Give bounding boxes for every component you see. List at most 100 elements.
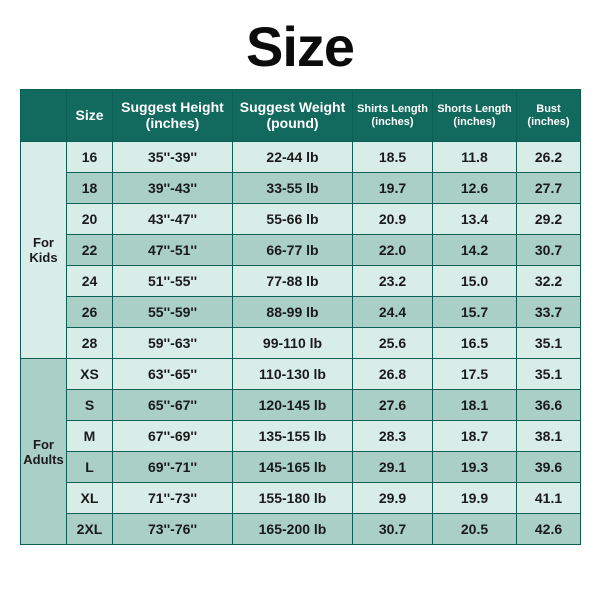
cell-size: S: [67, 390, 113, 421]
table-row: L69''-71''145-165 lb29.119.339.6: [21, 452, 581, 483]
cell-size: 16: [67, 142, 113, 173]
table-row: XL71''-73''155-180 lb29.919.941.1: [21, 483, 581, 514]
header-shorts: Shorts Length (inches): [433, 90, 517, 142]
table-row: 2451''-55''77-88 lb23.215.032.2: [21, 266, 581, 297]
cell-short: 20.5: [433, 514, 517, 545]
cell-bust: 33.7: [517, 297, 581, 328]
cell-short: 14.2: [433, 235, 517, 266]
cell-shirt: 22.0: [353, 235, 433, 266]
header-sub: (pound): [235, 116, 350, 131]
cell-shirt: 28.3: [353, 421, 433, 452]
cell-height: 47''-51'': [113, 235, 233, 266]
cell-shirt: 29.1: [353, 452, 433, 483]
cell-height: 55''-59'': [113, 297, 233, 328]
cell-bust: 30.7: [517, 235, 581, 266]
cell-height: 43''-47'': [113, 204, 233, 235]
cell-size: 20: [67, 204, 113, 235]
cell-size: 26: [67, 297, 113, 328]
cell-size: M: [67, 421, 113, 452]
cell-short: 17.5: [433, 359, 517, 390]
table-row: 2247''-51''66-77 lb22.014.230.7: [21, 235, 581, 266]
cell-size: XS: [67, 359, 113, 390]
cell-shirt: 20.9: [353, 204, 433, 235]
cell-bust: 38.1: [517, 421, 581, 452]
group-label-kids: For Kids: [21, 142, 67, 359]
cell-weight: 66-77 lb: [233, 235, 353, 266]
cell-shirt: 25.6: [353, 328, 433, 359]
cell-height: 63''-65'': [113, 359, 233, 390]
table-row: 2859''-63''99-110 lb25.616.535.1: [21, 328, 581, 359]
table-row: 2655''-59''88-99 lb24.415.733.7: [21, 297, 581, 328]
header-bust: Bust (inches): [517, 90, 581, 142]
cell-size: 2XL: [67, 514, 113, 545]
cell-shirt: 30.7: [353, 514, 433, 545]
cell-height: 59''-63'': [113, 328, 233, 359]
table-row: 2XL73''-76''165-200 lb30.720.542.6: [21, 514, 581, 545]
cell-bust: 41.1: [517, 483, 581, 514]
header-corner: [21, 90, 67, 142]
cell-short: 16.5: [433, 328, 517, 359]
header-sub: (inches): [435, 116, 514, 128]
table-row: For AdultsXS63''-65''110-130 lb26.817.53…: [21, 359, 581, 390]
table-row: S65''-67''120-145 lb27.618.136.6: [21, 390, 581, 421]
cell-height: 39''-43'': [113, 173, 233, 204]
cell-short: 19.9: [433, 483, 517, 514]
cell-size: 28: [67, 328, 113, 359]
cell-height: 71''-73'': [113, 483, 233, 514]
header-height: Suggest Height (inches): [113, 90, 233, 142]
cell-height: 69''-71'': [113, 452, 233, 483]
header-label: Size: [75, 107, 103, 123]
header-sub: (inches): [519, 116, 578, 128]
header-sub: (inches): [115, 116, 230, 131]
table-row: 2043''-47''55-66 lb20.913.429.2: [21, 204, 581, 235]
table-header: Size Suggest Height (inches) Suggest Wei…: [21, 90, 581, 142]
cell-short: 15.0: [433, 266, 517, 297]
cell-size: 18: [67, 173, 113, 204]
cell-weight: 120-145 lb: [233, 390, 353, 421]
cell-bust: 35.1: [517, 328, 581, 359]
cell-shirt: 26.8: [353, 359, 433, 390]
cell-bust: 32.2: [517, 266, 581, 297]
cell-bust: 29.2: [517, 204, 581, 235]
cell-bust: 35.1: [517, 359, 581, 390]
table-body: For Kids1635''-39''22-44 lb18.511.826.21…: [21, 142, 581, 545]
cell-bust: 26.2: [517, 142, 581, 173]
cell-bust: 42.6: [517, 514, 581, 545]
cell-weight: 135-155 lb: [233, 421, 353, 452]
cell-height: 35''-39'': [113, 142, 233, 173]
cell-shirt: 23.2: [353, 266, 433, 297]
cell-short: 18.7: [433, 421, 517, 452]
cell-shirt: 18.5: [353, 142, 433, 173]
cell-bust: 36.6: [517, 390, 581, 421]
cell-short: 12.6: [433, 173, 517, 204]
cell-height: 65''-67'': [113, 390, 233, 421]
cell-weight: 110-130 lb: [233, 359, 353, 390]
cell-size: 22: [67, 235, 113, 266]
header-label: Suggest Height: [121, 99, 224, 115]
page-title: Size: [246, 0, 354, 89]
cell-size: L: [67, 452, 113, 483]
size-table-container: Size Suggest Height (inches) Suggest Wei…: [20, 89, 580, 545]
header-sub: (inches): [355, 116, 430, 128]
cell-bust: 39.6: [517, 452, 581, 483]
table-row: 1839''-43''33-55 lb19.712.627.7: [21, 173, 581, 204]
cell-weight: 22-44 lb: [233, 142, 353, 173]
cell-weight: 88-99 lb: [233, 297, 353, 328]
table-row: For Kids1635''-39''22-44 lb18.511.826.2: [21, 142, 581, 173]
cell-weight: 99-110 lb: [233, 328, 353, 359]
cell-weight: 165-200 lb: [233, 514, 353, 545]
cell-weight: 145-165 lb: [233, 452, 353, 483]
cell-weight: 55-66 lb: [233, 204, 353, 235]
header-size: Size: [67, 90, 113, 142]
header-label: Bust: [536, 103, 560, 115]
cell-short: 11.8: [433, 142, 517, 173]
cell-shirt: 24.4: [353, 297, 433, 328]
cell-bust: 27.7: [517, 173, 581, 204]
table-row: M67''-69''135-155 lb28.318.738.1: [21, 421, 581, 452]
header-label: Shirts Length: [357, 103, 428, 115]
cell-short: 19.3: [433, 452, 517, 483]
cell-shirt: 19.7: [353, 173, 433, 204]
cell-short: 15.7: [433, 297, 517, 328]
cell-height: 67''-69'': [113, 421, 233, 452]
cell-size: 24: [67, 266, 113, 297]
